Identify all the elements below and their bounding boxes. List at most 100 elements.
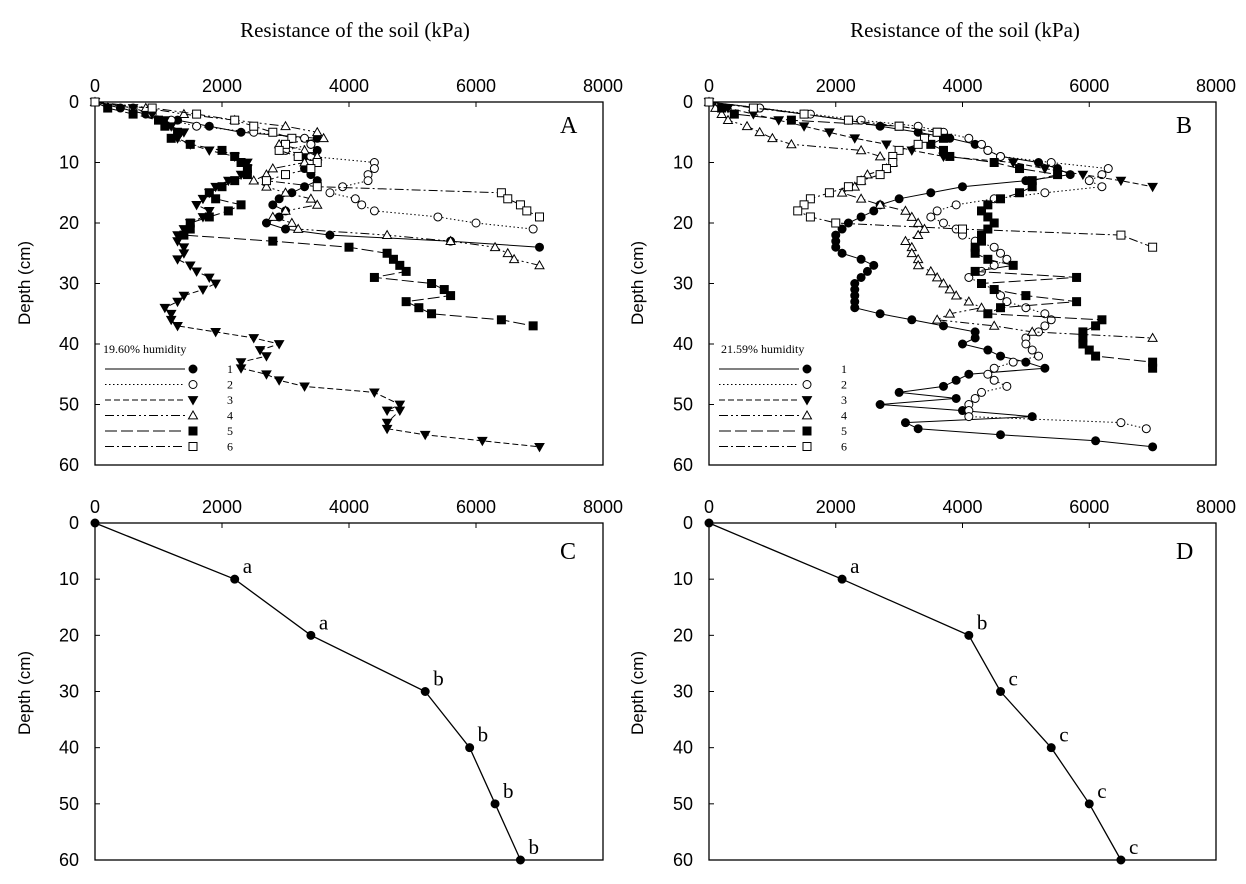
panel-a-data-point (306, 139, 316, 149)
panel-b-data-point (874, 199, 886, 209)
panel-b-data-point (976, 302, 987, 312)
panel-b-data-point (932, 127, 942, 137)
panel-a-legend-marker (187, 396, 199, 406)
panel-a-data-point (528, 321, 538, 331)
panel-b-y-tick-label: 20 (673, 213, 693, 233)
panel-b-data-point (1116, 230, 1126, 240)
panel-b-data-point (855, 144, 867, 155)
panel-b-legend-entry: 4 (719, 409, 847, 423)
panel-b-legend-entry: 6 (719, 440, 847, 454)
panel-b-data-point (1008, 260, 1018, 270)
panel-a-data-point (281, 224, 290, 234)
panel-a-data-point (178, 243, 190, 253)
panel-a-data-point (357, 200, 367, 210)
panel-b-marks (703, 96, 1158, 452)
panel-b-y-axis-label: Depth (cm) (628, 241, 647, 325)
panel-b-data-point (926, 139, 936, 149)
panel-b-data-point (1046, 315, 1056, 325)
panel-b-legend-marker (801, 409, 813, 420)
panel-a-data-point (217, 145, 227, 155)
panel-b-data-point (970, 393, 980, 403)
panel-c-significance-label: a (319, 610, 329, 634)
panel-a-data-point (312, 158, 322, 167)
panel-a-data-point (318, 132, 329, 143)
panel-a-y-tick-label: 0 (69, 92, 79, 112)
panel-a-data-point (502, 247, 514, 258)
panel-a-data-point (223, 206, 233, 216)
panel-b-data-point (1021, 357, 1031, 367)
panel-b-data-point (729, 109, 739, 119)
panel-b-legend: 1 23 45 6 (719, 362, 847, 454)
panel-a-data-point (515, 200, 525, 210)
panel-a-data-point (363, 176, 373, 186)
panel-a-data-point (394, 400, 406, 411)
panel-b-data-point (881, 164, 891, 174)
panel-a-data-point (192, 109, 202, 119)
panel-a-data-point (306, 164, 316, 174)
panel-b-top-axis-label: Resistance of the soil (kPa) (850, 18, 1080, 42)
panel-d-data-point (837, 574, 847, 584)
panel-a-legend-entry: 5 (105, 424, 233, 438)
panel-a-data-point (489, 241, 501, 252)
panel-d-y-tick-label: 50 (673, 794, 693, 814)
panel-b-data-point (938, 218, 948, 228)
panel-b-legend-marker (801, 396, 813, 406)
panel-a-data-point (528, 224, 538, 234)
panel-a-data-point (268, 236, 278, 246)
panel-b-data-point (951, 375, 961, 385)
panel-b-data-point (836, 187, 848, 197)
panel-a-data-point (299, 156, 310, 167)
panel-a-legend-marker (188, 380, 198, 389)
panel-a-data-point (522, 206, 532, 216)
panel-b-legend-label: 3 (841, 393, 847, 407)
panel-a-x-tick-label: 0 (90, 76, 100, 96)
panel-c-y-tick-label: 0 (69, 513, 79, 533)
panel-b-legend-marker (802, 364, 812, 374)
panel-d-x-tick-label: 2000 (816, 497, 856, 517)
panel-a-data-point (433, 212, 443, 222)
panel-a-data-point (154, 115, 163, 125)
panel-a-data-point (338, 182, 348, 192)
panel-a-data-point (273, 376, 285, 386)
panel-a-data-point (166, 133, 176, 143)
panel-d-series-1: a b c c c c (704, 518, 1138, 865)
panel-a-data-point (419, 430, 431, 441)
panel-a-data-point (496, 315, 506, 325)
panel-a: Resistance of the soil (kPa) Depth (cm) … (15, 18, 623, 475)
panel-b-data-point (970, 248, 980, 258)
panel-b-data-point (831, 218, 841, 228)
panel-b-data-point (919, 223, 930, 233)
panel-b-data-point (1084, 176, 1094, 186)
panel-c-significance-label: b (503, 779, 514, 803)
panel-d-data-point (704, 518, 714, 528)
panel-a-data-point (274, 145, 284, 155)
panel-b-data-point (977, 279, 987, 288)
panel-d-plot-frame (708, 522, 1217, 861)
panel-b-data-point (931, 271, 943, 282)
panel-a-data-point (230, 115, 240, 125)
panel-b-data-point (983, 212, 993, 222)
panel-b-data-point (1147, 332, 1158, 342)
panel-a-data-point (344, 242, 354, 252)
panel-b-legend-label: 1 (841, 362, 847, 376)
panel-a-data-point (185, 139, 195, 149)
panel-b-axes: 0 2000 4000 6000 8000 0 10 20 30 40 50 60 (673, 76, 1236, 475)
panel-b-data-point (894, 387, 904, 397)
panel-b-data-point (983, 200, 993, 210)
panel-b-data-point (1027, 345, 1037, 355)
panel-a-data-point (268, 127, 278, 137)
panel-d-x-tick-label: 0 (704, 497, 714, 517)
panel-a-data-point (325, 230, 335, 240)
panel-a-legend-marker (188, 364, 198, 374)
panel-b-data-point (912, 217, 924, 227)
panel-a-data-point (178, 249, 190, 259)
panel-a-data-point (439, 285, 449, 295)
panel-a-y-tick-label: 60 (59, 455, 79, 475)
panel-d-data-point (1046, 743, 1056, 753)
panel-b-data-point (931, 314, 943, 324)
panel-b-data-point (1097, 170, 1107, 180)
panel-a-data-point (427, 279, 437, 288)
panel-a-data-point (261, 181, 272, 191)
panel-b-data-point (1091, 351, 1101, 361)
panel-b-data-point (850, 303, 860, 313)
